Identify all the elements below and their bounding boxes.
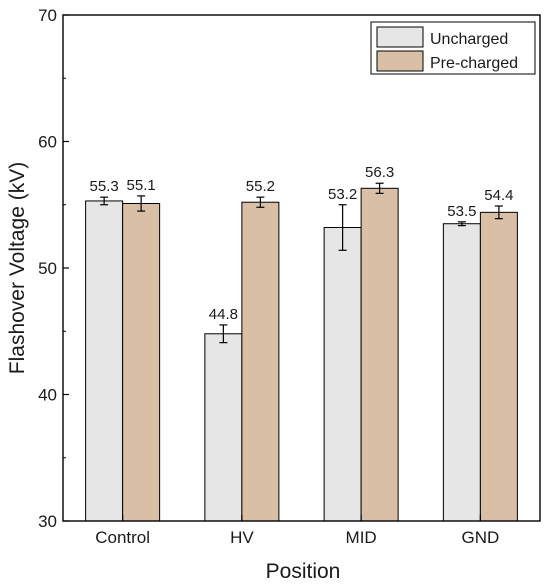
bar-uncharged-mid [323, 227, 362, 522]
y-axis: 30 40 50 60 70 [38, 6, 69, 531]
y-axis-title: Flashover Voltage (kV) [6, 162, 29, 374]
bar-uncharged-gnd [442, 223, 481, 522]
data-label-pre-charged-mid: 56.3 [365, 164, 394, 181]
bar-pre-charged-mid [360, 187, 399, 522]
bar-pre-charged-control [122, 202, 161, 522]
bar-pre-charged-gnd [479, 211, 518, 522]
data-label-pre-charged-control: 55.1 [127, 177, 156, 194]
bar-uncharged-control [85, 200, 124, 522]
data-label-uncharged-hv: 44.8 [209, 306, 238, 323]
bar-uncharged-hv [204, 333, 243, 522]
legend-label-pre-charged: Pre-charged [430, 55, 518, 72]
y-tick-label-40: 40 [38, 386, 57, 405]
y-tick-label-30: 30 [38, 512, 57, 531]
x-axis: Control HV MID GND [95, 515, 499, 547]
data-label-uncharged-gnd: 53.5 [447, 203, 476, 220]
x-axis-title: Position [266, 560, 341, 583]
legend-swatch-uncharged [376, 26, 424, 48]
legend: Uncharged Pre-charged [370, 21, 536, 75]
bar-pre-charged-hv [241, 201, 280, 522]
bars-layer [85, 187, 518, 522]
data-label-uncharged-control: 55.3 [90, 178, 119, 195]
data-label-pre-charged-hv: 55.2 [246, 178, 275, 195]
x-tick-label-hv: HV [230, 528, 254, 547]
y-tick-label-60: 60 [38, 133, 57, 152]
data-label-uncharged-mid: 53.2 [328, 186, 357, 203]
data-label-pre-charged-gnd: 54.4 [484, 187, 513, 204]
y-tick-label-70: 70 [38, 6, 57, 25]
x-tick-label-gnd: GND [461, 528, 499, 547]
x-tick-label-control: Control [95, 528, 150, 547]
x-tick-label-mid: MID [346, 528, 377, 547]
error-bars-layer [100, 182, 503, 344]
data-labels-layer: 55.3 55.1 44.8 55.2 53.2 56.3 53.5 54.4 [90, 164, 514, 323]
legend-label-uncharged: Uncharged [430, 31, 508, 48]
y-tick-label-50: 50 [38, 259, 57, 278]
legend-swatch-pre-charged [376, 50, 424, 72]
